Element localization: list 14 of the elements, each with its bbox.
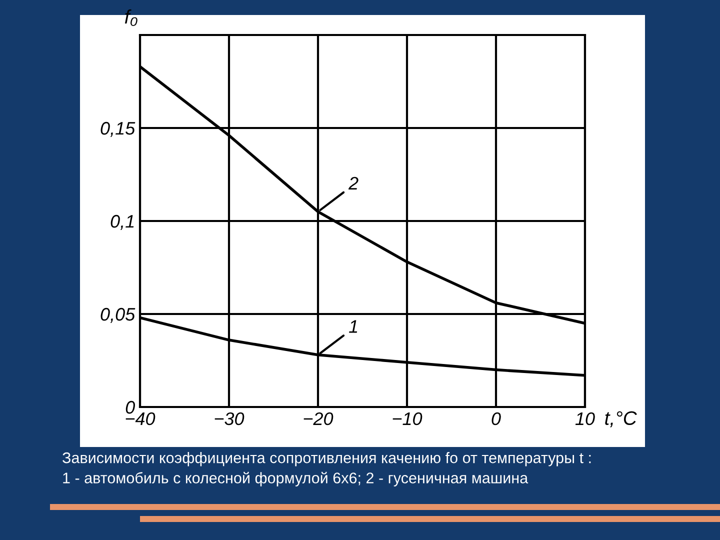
- x-tick-label: −40: [126, 412, 156, 426]
- x-tick-label: −10: [392, 412, 422, 426]
- x-tick-label: 10: [575, 412, 595, 426]
- y-tick-label: 0: [126, 400, 135, 414]
- text: Зависимости коэффициента сопротивления качению fо от температуры t : 1 - автомобиль с колесной формулой 6x6; 2 - гусеничная машина: [62, 452, 591, 486]
- x-axis-title: t,°C: [605, 411, 638, 428]
- y-tick-label: 0,05: [100, 308, 136, 323]
- x-tick-label: −30: [214, 412, 244, 426]
- y-tick-label: 0,15: [100, 122, 136, 137]
- series-label: 2: [348, 176, 358, 190]
- y-tick-label: 0,1: [110, 214, 134, 230]
- series-label: 1: [349, 320, 358, 333]
- x-tick-label: 0: [492, 412, 501, 426]
- x-tick-label: −20: [304, 412, 334, 426]
